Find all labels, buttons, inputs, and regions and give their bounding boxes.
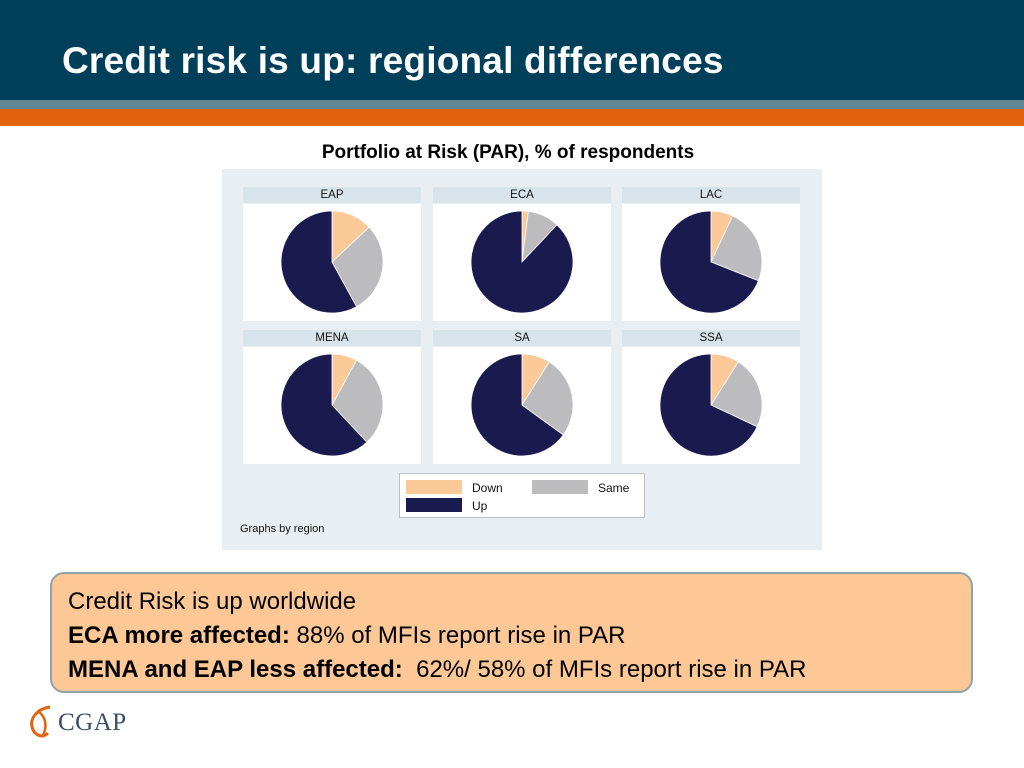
header-accent-stripe — [0, 109, 1024, 126]
callout-line-3: MENA and EAP less affected: 62%/ 58% of … — [68, 656, 806, 684]
facet-plot-area — [433, 347, 611, 464]
pie-slice-ssa-up — [659, 353, 758, 457]
callout-emphasis: MENA and EAP less affected: — [68, 656, 403, 683]
cgap-logo: CGAP — [28, 703, 148, 743]
pie-chart-lac — [659, 210, 763, 314]
pie-slice-eap-up — [280, 210, 358, 314]
callout-line-2: ECA more affected: 88% of MFIs report ri… — [68, 622, 626, 650]
pie-slice-lac-same — [710, 215, 763, 282]
facet-plot-area — [243, 347, 421, 464]
facet-mena: MENA — [243, 330, 421, 464]
pie-chart-ssa — [659, 353, 763, 457]
legend-label-down: Down — [472, 481, 503, 495]
facet-label: MENA — [243, 330, 421, 346]
facet-label: SSA — [622, 330, 800, 346]
callout-emphasis: ECA more affected: — [68, 622, 290, 649]
chart-note: Graphs by region — [240, 523, 325, 535]
facet-label: EAP — [243, 187, 421, 203]
facet-plot-area — [433, 204, 611, 321]
pie-slice-eca-up — [470, 210, 574, 314]
facet-sa: SA — [433, 330, 611, 464]
pie-slice-lac-up — [659, 210, 759, 314]
chart-panel: EAP ECA LAC MENA SA SSA Down — [222, 169, 822, 550]
legend-swatch-down — [406, 480, 462, 494]
pie-chart-eap — [280, 210, 384, 314]
summary-callout: Credit Risk is up worldwide ECA more aff… — [50, 572, 973, 693]
legend-label-up: Up — [472, 499, 488, 513]
callout-text: 62%/ 58% of MFIs report rise in PAR — [402, 656, 807, 683]
legend-swatch-same — [532, 480, 588, 494]
chart-title: Portfolio at Risk (PAR), % of respondent… — [321, 142, 695, 163]
callout-text: Credit Risk is up worldwide — [68, 588, 357, 615]
chart-legend: Down Same Up — [399, 473, 645, 518]
callout-text: 88% of MFIs report rise in PAR — [289, 622, 626, 649]
cgap-logo-mark-icon — [30, 705, 51, 738]
pie-slice-eap-same — [331, 226, 384, 308]
legend-label-same: Same — [598, 481, 630, 495]
legend-swatch-up — [406, 498, 462, 512]
pie-slice-mena-up — [280, 353, 368, 457]
facet-label: LAC — [622, 187, 800, 203]
facet-plot-area — [622, 204, 800, 321]
cgap-logo-text: CGAP — [58, 709, 127, 736]
pie-chart-eca — [470, 210, 574, 314]
callout-line-1: Credit Risk is up worldwide — [68, 588, 356, 616]
pie-slice-ssa-same — [710, 361, 763, 428]
facet-lac: LAC — [622, 187, 800, 321]
facet-eap: EAP — [243, 187, 421, 321]
facet-eca: ECA — [433, 187, 611, 321]
facet-ssa: SSA — [622, 330, 800, 464]
pie-chart-sa — [470, 353, 574, 457]
pie-slice-sa-up — [470, 353, 564, 457]
facet-label: SA — [433, 330, 611, 346]
pie-chart-mena — [280, 353, 384, 457]
pie-slice-sa-same — [521, 361, 574, 436]
pie-slice-mena-same — [331, 359, 384, 443]
facet-plot-area — [243, 204, 421, 321]
slide-title: Credit risk is up: regional differences — [62, 40, 724, 81]
header-bar: Credit risk is up: regional differences — [0, 0, 1024, 100]
header-divider — [0, 100, 1024, 109]
facet-plot-area — [622, 347, 800, 464]
facet-label: ECA — [433, 187, 611, 203]
